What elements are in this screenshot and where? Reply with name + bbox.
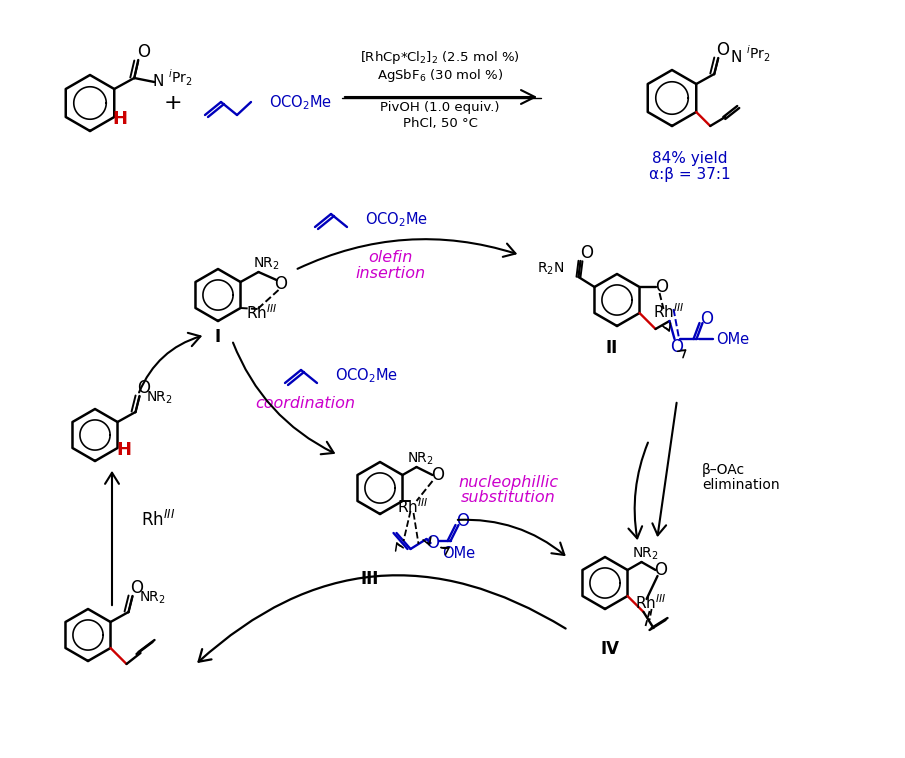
Text: 84% yield: 84% yield (653, 151, 728, 165)
Text: H: H (113, 110, 128, 128)
Text: OMe: OMe (717, 331, 749, 346)
Text: IV: IV (601, 640, 620, 658)
Text: O: O (716, 41, 729, 59)
Text: II: II (605, 339, 618, 357)
Text: Rh$^{III}$: Rh$^{III}$ (653, 302, 684, 321)
Text: PhCl, 50 °C: PhCl, 50 °C (403, 117, 478, 130)
Text: O: O (655, 278, 668, 296)
Text: NR$_2$: NR$_2$ (632, 546, 659, 562)
Text: O: O (580, 244, 593, 262)
Text: $^i$Pr$_2$: $^i$Pr$_2$ (168, 68, 193, 88)
Text: NR$_2$: NR$_2$ (139, 590, 166, 606)
Text: $^i$Pr$_2$: $^i$Pr$_2$ (747, 44, 771, 64)
Text: OMe: OMe (442, 546, 475, 560)
Text: O: O (431, 466, 444, 484)
Text: olefin: olefin (367, 250, 412, 265)
Text: O: O (130, 579, 143, 597)
Text: β–OAc: β–OAc (702, 463, 745, 477)
Text: substitution: substitution (461, 490, 556, 506)
Text: Rh$^{III}$: Rh$^{III}$ (396, 498, 428, 516)
Text: OCO$_2$Me: OCO$_2$Me (365, 211, 428, 230)
Text: OCO$_2$Me: OCO$_2$Me (269, 94, 332, 112)
Text: α:β = 37:1: α:β = 37:1 (649, 167, 731, 181)
Text: O: O (654, 561, 667, 579)
Text: N: N (730, 51, 742, 65)
Text: O: O (456, 512, 469, 530)
Text: Rh$^{III}$: Rh$^{III}$ (634, 594, 666, 612)
Text: coordination: coordination (255, 396, 355, 411)
Text: O: O (137, 379, 150, 397)
Text: O: O (274, 275, 287, 293)
Text: nucleophillic: nucleophillic (458, 475, 558, 490)
Text: I: I (215, 328, 221, 346)
Text: Rh$^{III}$: Rh$^{III}$ (246, 304, 278, 322)
Text: PivOH (1.0 equiv.): PivOH (1.0 equiv.) (380, 101, 500, 114)
Text: O: O (426, 534, 439, 552)
Text: N: N (153, 74, 164, 89)
Text: R$_2$N: R$_2$N (538, 261, 565, 277)
Text: NR$_2$: NR$_2$ (407, 451, 434, 467)
Text: O: O (137, 43, 149, 61)
Text: O: O (700, 310, 713, 328)
Text: AgSbF$_6$ (30 mol %): AgSbF$_6$ (30 mol %) (376, 67, 503, 83)
Text: O: O (670, 338, 683, 356)
Text: III: III (361, 570, 379, 588)
Text: insertion: insertion (355, 265, 425, 280)
Text: H: H (116, 441, 131, 459)
Text: OCO$_2$Me: OCO$_2$Me (335, 367, 398, 385)
Text: Rh$^{III}$: Rh$^{III}$ (141, 510, 176, 530)
Text: NR$_2$: NR$_2$ (146, 390, 173, 406)
Text: [RhCp*Cl$_2$]$_2$ (2.5 mol %): [RhCp*Cl$_2$]$_2$ (2.5 mol %) (360, 49, 519, 67)
Text: +: + (164, 93, 182, 113)
Text: NR$_2$: NR$_2$ (253, 255, 280, 272)
Text: elimination: elimination (702, 478, 779, 492)
